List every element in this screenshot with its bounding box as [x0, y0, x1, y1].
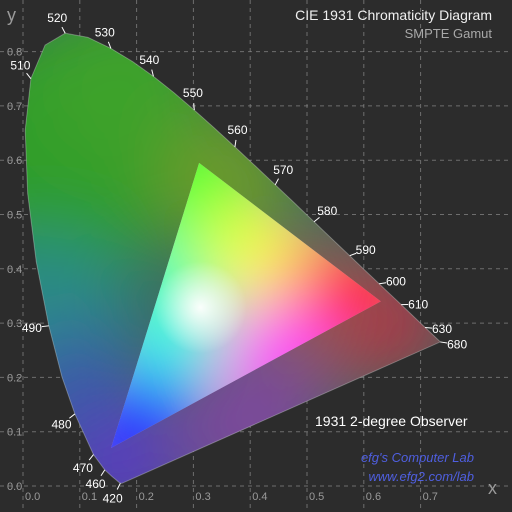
y-tick-label: 0.1 [7, 427, 22, 439]
wavelength-tick [349, 252, 357, 257]
y-tick-label: 0.2 [7, 372, 22, 384]
x-tick-label: 0.2 [139, 491, 154, 503]
y-tick-label: 0.6 [7, 155, 22, 167]
wavelength-tick [151, 69, 154, 77]
wavelength-label: 630 [432, 322, 452, 336]
wavelength-label: 560 [227, 123, 247, 137]
white-point-glow [154, 261, 247, 354]
x-axis-label: x [488, 478, 497, 498]
tick-labels: 0.0 0.1 0.2 0.3 0.4 0.5 0.6 0.7 0.0 0.1 0.2 0.3 0.4 0… [7, 47, 438, 503]
wavelength-label: 470 [73, 461, 93, 475]
wavelength-tick [193, 103, 195, 111]
wavelength-tick [69, 413, 76, 419]
wavelength-tick [440, 341, 448, 344]
x-tick-label: 0.1 [82, 491, 97, 503]
wavelength-label: 530 [95, 26, 115, 40]
x-tick-label: 0.3 [195, 491, 210, 503]
wavelength-label: 590 [356, 243, 376, 257]
observer-note: 1931 2-degree Observer [315, 413, 468, 429]
wavelength-label: 420 [103, 491, 123, 505]
wavelength-label: 480 [52, 417, 72, 431]
x-tick-label: 0.5 [309, 491, 324, 503]
x-tick-label: 0.7 [423, 491, 438, 503]
y-tick-label: 0.8 [7, 47, 22, 59]
wavelength-tick [100, 469, 106, 477]
y-tick-label: 0.3 [7, 318, 22, 330]
spectral-locus-outline [24, 32, 442, 484]
y-tick-label: 0.0 [7, 481, 22, 493]
wavelength-tick [107, 41, 112, 49]
diagram-title: CIE 1931 Chromaticity Diagram [295, 7, 492, 23]
credit-url: www.efg2.com/lab [368, 469, 475, 484]
y-tick-label: 0.4 [7, 264, 22, 276]
wavelength-tick [425, 326, 433, 329]
locus-color-blob [59, 409, 180, 484]
wavelength-tick [234, 139, 237, 147]
x-tick-label: 0.0 [25, 491, 40, 503]
x-tick-label: 0.4 [252, 491, 267, 503]
wavelength-label: 520 [47, 11, 67, 25]
y-tick-label: 0.5 [7, 210, 22, 222]
y-axis-label: y [7, 5, 16, 25]
wavelength-tick [41, 325, 49, 328]
wavelength-tick [274, 178, 279, 186]
credit-name: efg's Computer Lab [360, 450, 474, 465]
gamut-color-blob [111, 361, 207, 448]
y-tick-label: 0.7 [7, 101, 22, 113]
wavelength-label: 580 [317, 204, 337, 218]
wavelength-tick [61, 26, 66, 34]
wavelength-label: 510 [10, 58, 30, 72]
wavelength-label: 680 [447, 338, 467, 352]
wavelength-tick [88, 454, 94, 461]
wavelength-ticks [26, 26, 448, 490]
x-tick-label: 0.6 [366, 491, 381, 503]
wavelength-tick [313, 216, 320, 223]
wavelength-label: 570 [273, 163, 293, 177]
diagram-subtitle: SMPTE Gamut [404, 26, 492, 41]
wavelength-label: 600 [386, 274, 406, 288]
wavelength-tick [379, 282, 387, 285]
wavelength-label: 540 [139, 53, 159, 67]
wavelength-label: 490 [22, 321, 42, 335]
wavelength-label: 550 [183, 86, 203, 100]
wavelength-label: 460 [86, 477, 106, 491]
wavelength-tick [116, 483, 121, 490]
wavelength-tick [26, 72, 32, 79]
wavelength-label: 610 [408, 297, 428, 311]
